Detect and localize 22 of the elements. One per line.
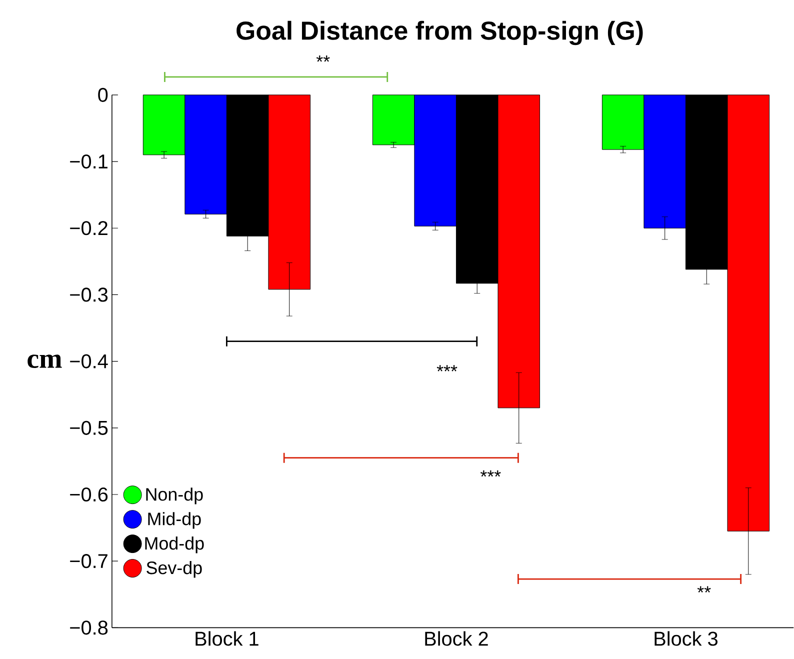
- y-tick-label: 0: [98, 88, 108, 102]
- annotation: **: [697, 586, 711, 593]
- x-tick-label: Block 1: [196, 631, 258, 646]
- y-tick-label: −0.1: [70, 154, 108, 169]
- y-axis-title: cm: [28, 354, 62, 368]
- y-tick-label: −0.7: [70, 554, 108, 568]
- legend-label: Non-dp: [146, 488, 203, 504]
- y-tick-label: −0.8: [70, 620, 108, 635]
- y-tick-label: −0.5: [70, 421, 108, 436]
- y-tick-label: −0.6: [70, 488, 108, 502]
- legend-label: Mid-dp: [148, 512, 201, 529]
- y-tick-label: −0.4: [70, 354, 108, 369]
- legend-label: Sev-dp: [146, 561, 202, 578]
- y-tick-label: −0.2: [70, 221, 108, 236]
- x-tick-label: Block 3: [654, 631, 718, 646]
- annotation: ***: [480, 470, 501, 477]
- x-tick-label: Block 2: [425, 631, 488, 646]
- text: **: [316, 56, 330, 62]
- legend-label: Mod-dp: [145, 536, 204, 554]
- y-tick-label: −0.3: [70, 288, 108, 302]
- annotation: ***: [436, 365, 458, 372]
- chart-title: Goal Distance from Stop-sign (G): [236, 21, 643, 46]
